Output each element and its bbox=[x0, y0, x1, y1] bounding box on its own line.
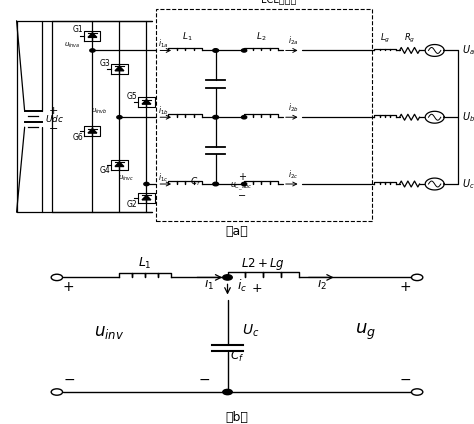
Polygon shape bbox=[142, 100, 151, 104]
Text: $U_c$: $U_c$ bbox=[242, 323, 259, 339]
Polygon shape bbox=[115, 162, 124, 167]
Text: $-$: $-$ bbox=[48, 122, 58, 132]
Circle shape bbox=[242, 182, 247, 186]
Text: $U_b$: $U_b$ bbox=[462, 110, 474, 124]
Text: $i_{1c}$: $i_{1c}$ bbox=[158, 171, 169, 184]
Text: $i_1$: $i_1$ bbox=[204, 276, 215, 292]
Text: +: + bbox=[48, 106, 58, 116]
Text: $u_{invb}$: $u_{invb}$ bbox=[91, 107, 108, 117]
Circle shape bbox=[213, 115, 219, 119]
Circle shape bbox=[223, 389, 232, 395]
Text: $-$: $-$ bbox=[237, 190, 246, 199]
Polygon shape bbox=[88, 128, 97, 133]
Text: $i_{2b}$: $i_{2b}$ bbox=[288, 102, 299, 114]
Polygon shape bbox=[115, 66, 124, 71]
Text: $C_f$: $C_f$ bbox=[230, 349, 244, 364]
Bar bbox=[156, 9, 372, 221]
Polygon shape bbox=[88, 33, 97, 37]
Text: G6: G6 bbox=[73, 133, 83, 142]
Text: $L2+Lg$: $L2+Lg$ bbox=[241, 256, 285, 272]
Text: $L_g$: $L_g$ bbox=[380, 31, 390, 45]
Text: $L_1$: $L_1$ bbox=[138, 256, 151, 271]
Text: G1: G1 bbox=[73, 25, 83, 34]
Text: $\mathit{u}_g$: $\mathit{u}_g$ bbox=[355, 322, 375, 342]
Text: $i_{1b}$: $i_{1b}$ bbox=[158, 104, 169, 117]
Text: $u_{C\_abc}$: $u_{C\_abc}$ bbox=[230, 180, 253, 193]
Text: $L_2$: $L_2$ bbox=[256, 30, 266, 43]
Text: $Udc$: $Udc$ bbox=[45, 113, 64, 124]
Circle shape bbox=[144, 182, 149, 186]
Text: $-$: $-$ bbox=[198, 372, 210, 386]
Circle shape bbox=[90, 49, 95, 52]
Text: $u_{invc}$: $u_{invc}$ bbox=[118, 174, 135, 183]
Text: +: + bbox=[400, 280, 411, 294]
Text: $U_a$: $U_a$ bbox=[462, 44, 474, 57]
Circle shape bbox=[117, 116, 122, 119]
Text: LCL滤波器: LCL滤波器 bbox=[261, 0, 296, 5]
Text: （b）: （b） bbox=[226, 411, 248, 424]
Circle shape bbox=[223, 275, 232, 280]
Text: +: + bbox=[63, 280, 74, 294]
Circle shape bbox=[242, 49, 247, 52]
Circle shape bbox=[213, 182, 219, 186]
Circle shape bbox=[213, 49, 219, 52]
Text: G4: G4 bbox=[100, 166, 110, 175]
Text: $u_{inva}$: $u_{inva}$ bbox=[64, 41, 81, 50]
Text: $i_{2a}$: $i_{2a}$ bbox=[288, 35, 298, 47]
Text: $i_c$: $i_c$ bbox=[237, 277, 247, 293]
Text: $i_{1a}$: $i_{1a}$ bbox=[158, 38, 169, 50]
Text: $C_f$: $C_f$ bbox=[190, 175, 201, 187]
Text: G2: G2 bbox=[127, 200, 137, 209]
Text: $-$: $-$ bbox=[399, 372, 411, 386]
Text: $\mathit{u}_{inv}$: $\mathit{u}_{inv}$ bbox=[94, 323, 124, 341]
Text: $R_g$: $R_g$ bbox=[404, 32, 415, 45]
Text: $-$: $-$ bbox=[63, 372, 75, 386]
Text: （a）: （a） bbox=[226, 225, 248, 238]
Text: $i_{2c}$: $i_{2c}$ bbox=[288, 168, 298, 181]
Text: G3: G3 bbox=[100, 59, 110, 67]
Polygon shape bbox=[142, 195, 151, 200]
Text: +: + bbox=[238, 172, 246, 181]
Text: $L_1$: $L_1$ bbox=[182, 30, 193, 43]
Text: +: + bbox=[251, 282, 262, 295]
Text: $i_2$: $i_2$ bbox=[317, 276, 328, 292]
Circle shape bbox=[242, 116, 247, 119]
Text: G5: G5 bbox=[127, 92, 137, 101]
Text: $U_c$: $U_c$ bbox=[462, 177, 474, 191]
